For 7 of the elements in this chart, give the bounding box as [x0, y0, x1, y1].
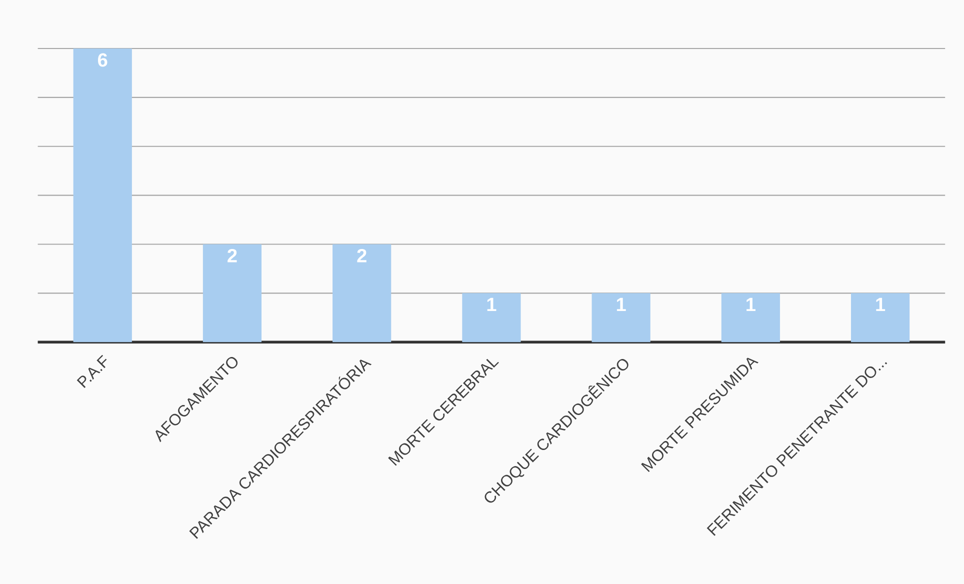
data-label: 1 — [487, 298, 496, 312]
data-label: 6 — [98, 53, 108, 67]
data-label: 1 — [616, 298, 626, 312]
data-label: 1 — [876, 298, 886, 312]
data-label: 2 — [228, 248, 237, 262]
data-label: 1 — [746, 298, 756, 312]
data-label: 2 — [357, 248, 366, 262]
